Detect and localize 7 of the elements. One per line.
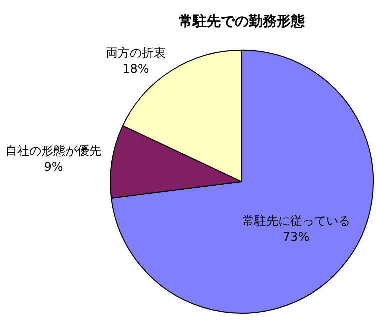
slice-label: 自社の形態が優先 bbox=[6, 144, 102, 158]
slice-label: 両方の折衷 bbox=[106, 46, 166, 60]
chart-title: 常駐先での勤務形態 bbox=[179, 13, 306, 30]
slice-label: 常駐先に従っている bbox=[242, 214, 350, 228]
data-label: 18% bbox=[122, 62, 150, 76]
data-label: 73% bbox=[282, 230, 310, 244]
data-label: 9% bbox=[44, 160, 64, 174]
